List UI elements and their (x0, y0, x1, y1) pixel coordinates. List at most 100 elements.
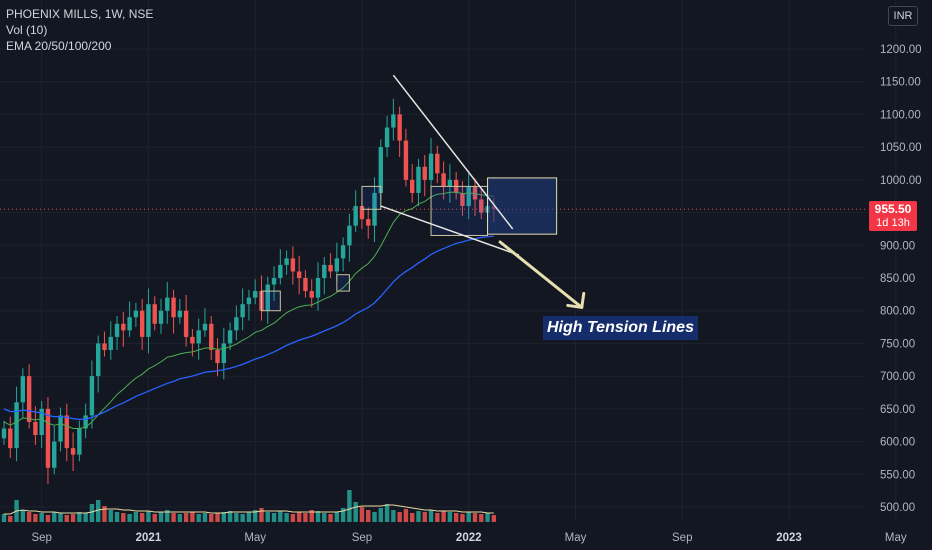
candle (96, 335, 101, 393)
candle-body (472, 186, 478, 200)
candle-body (165, 297, 170, 311)
candle (26, 364, 32, 429)
candle (290, 246, 296, 285)
candle-body (253, 291, 258, 298)
price-axis-tick: 1000.00 (880, 175, 922, 187)
candle (303, 270, 308, 298)
candle-body (378, 147, 383, 193)
candle (139, 298, 145, 350)
candle-body (340, 245, 346, 259)
candle-body (309, 291, 314, 298)
volume-bar (347, 490, 352, 522)
candle-body (410, 179, 415, 193)
candle (366, 207, 371, 239)
volume-bar (422, 512, 427, 522)
candle (1, 420, 7, 445)
candle-body (171, 297, 176, 318)
candle (384, 115, 390, 157)
time-axis-tick: 2023 (776, 532, 802, 544)
volume-bar (121, 513, 126, 522)
volume-bar (89, 504, 95, 522)
candle-body (77, 428, 82, 455)
candle-body (234, 317, 239, 331)
time-axis-tick: Sep (352, 532, 372, 544)
candle (265, 276, 270, 324)
candle (58, 407, 63, 452)
candle (70, 432, 76, 472)
candle-body (14, 402, 19, 449)
candle (227, 322, 233, 350)
volume-bar (196, 514, 201, 522)
candle (309, 279, 314, 308)
candle-body (177, 310, 183, 318)
volume-bar (20, 510, 26, 522)
candle-body (121, 323, 126, 331)
candle (183, 295, 189, 347)
candle (466, 170, 471, 220)
candle (102, 331, 107, 357)
volume-bar (447, 512, 453, 522)
candle (127, 301, 132, 337)
ema-indicator-label[interactable]: EMA 20/50/100/200 (6, 39, 112, 53)
annotation-label[interactable]: High Tension Lines (543, 316, 698, 340)
time-axis-tick: Sep (672, 532, 692, 544)
candle (240, 288, 245, 331)
candle-body (296, 271, 302, 278)
volume-bar (114, 512, 120, 522)
volume-bar (45, 515, 51, 522)
volume-bar (441, 511, 446, 522)
candle (435, 145, 440, 184)
candle (271, 266, 277, 301)
candle-body (347, 225, 352, 246)
candle (428, 137, 434, 187)
volume-bar (146, 511, 151, 522)
chart-legend: PHOENIX MILLS, 1W, NSE Vol (10) EMA 20/5… (6, 6, 153, 54)
candle-body (366, 219, 371, 226)
volume-bar (83, 513, 88, 522)
symbol-title[interactable]: PHOENIX MILLS, 1W, NSE (6, 7, 154, 21)
candle-body (64, 415, 69, 449)
candle (158, 298, 164, 334)
candle-body (20, 376, 26, 403)
volume-bar (96, 500, 101, 522)
volume-bar (253, 510, 258, 522)
time-axis[interactable]: Sep 2021 May Sep 2022 May Sep 2023 May (31, 532, 906, 544)
candle-body (89, 376, 95, 416)
volume-bar (322, 513, 327, 522)
candle-body (416, 166, 421, 193)
arrow-head (566, 291, 586, 309)
candle (353, 190, 358, 233)
candle-body (215, 349, 220, 364)
price-axis-tick: 900.00 (880, 240, 915, 252)
volume-bar (227, 511, 233, 522)
volume-bar (102, 506, 107, 522)
volume-bar (391, 510, 396, 522)
volume-bar (259, 508, 264, 522)
volume-indicator-label[interactable]: Vol (10) (6, 23, 48, 37)
chart-drawings[interactable] (260, 74, 586, 312)
consolidation-box (336, 274, 350, 292)
volume-ma-line (4, 504, 494, 515)
currency-button[interactable]: INR (888, 6, 918, 26)
candle (234, 305, 239, 341)
candle-body (152, 304, 157, 324)
consolidation-box (361, 185, 382, 210)
candle-body (328, 264, 333, 272)
candle (215, 338, 220, 377)
candle-body (39, 408, 44, 436)
volume-bar (466, 512, 471, 522)
candle (114, 315, 120, 350)
volume-bar (190, 512, 195, 522)
volume-bar (303, 513, 308, 522)
candle-body (209, 323, 214, 350)
candle-body (303, 278, 308, 292)
price-axis-tick: 1150.00 (880, 77, 921, 89)
candle (177, 298, 183, 324)
volume-bar (52, 512, 57, 522)
candle-body (202, 323, 208, 331)
volume-bar (410, 513, 415, 522)
volume-bar (221, 512, 226, 522)
price-axis-tick: 800.00 (880, 306, 915, 318)
price-axis[interactable]: 1200.001150.001100.001050.001000.00950.0… (880, 44, 922, 514)
